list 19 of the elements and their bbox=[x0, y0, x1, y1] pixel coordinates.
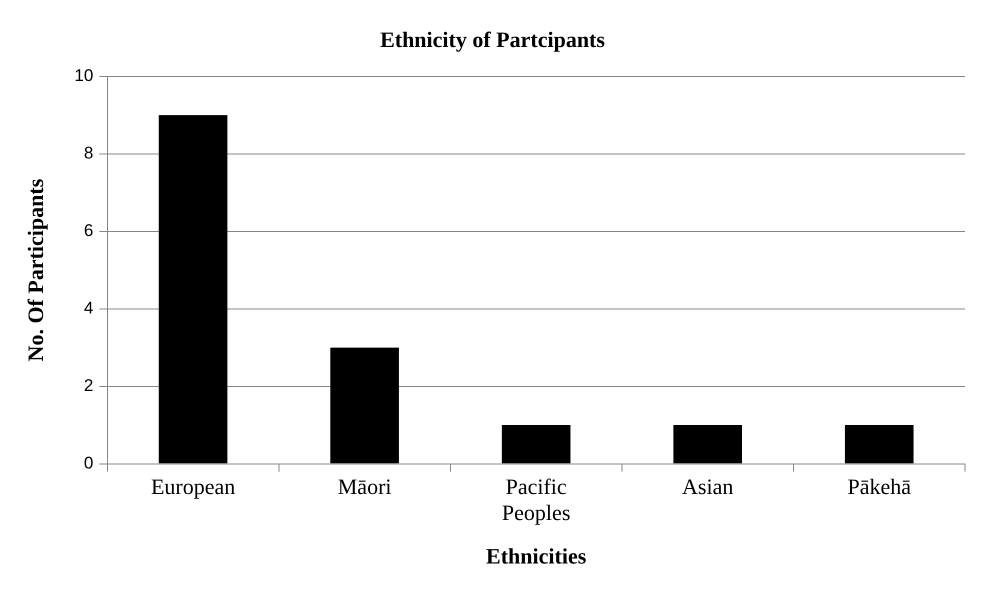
y-tick-label: 8 bbox=[84, 144, 94, 163]
bar bbox=[673, 425, 742, 464]
x-tick-label: European bbox=[150, 474, 236, 499]
y-tick-label: 2 bbox=[84, 376, 94, 396]
x-tick-label: Pacific Peoples bbox=[502, 474, 570, 526]
x-axis-title: Ethnicities bbox=[486, 543, 587, 568]
x-tick-label: Pākehā bbox=[847, 474, 912, 499]
y-tick-label: 6 bbox=[84, 221, 94, 240]
y-axis-title: No. Of Participants bbox=[22, 178, 48, 362]
y-tick-label: 4 bbox=[84, 298, 94, 318]
y-tick-label: 10 bbox=[74, 66, 94, 86]
bar bbox=[330, 348, 399, 464]
bar bbox=[502, 425, 570, 464]
x-tick-label: Māori bbox=[338, 474, 392, 499]
y-tick-label: 0 bbox=[84, 453, 94, 472]
bar bbox=[158, 115, 228, 464]
chart-title: Ethnicity of Partcipants bbox=[380, 26, 606, 52]
bar bbox=[844, 425, 914, 464]
x-tick-label: Asian bbox=[682, 474, 734, 499]
